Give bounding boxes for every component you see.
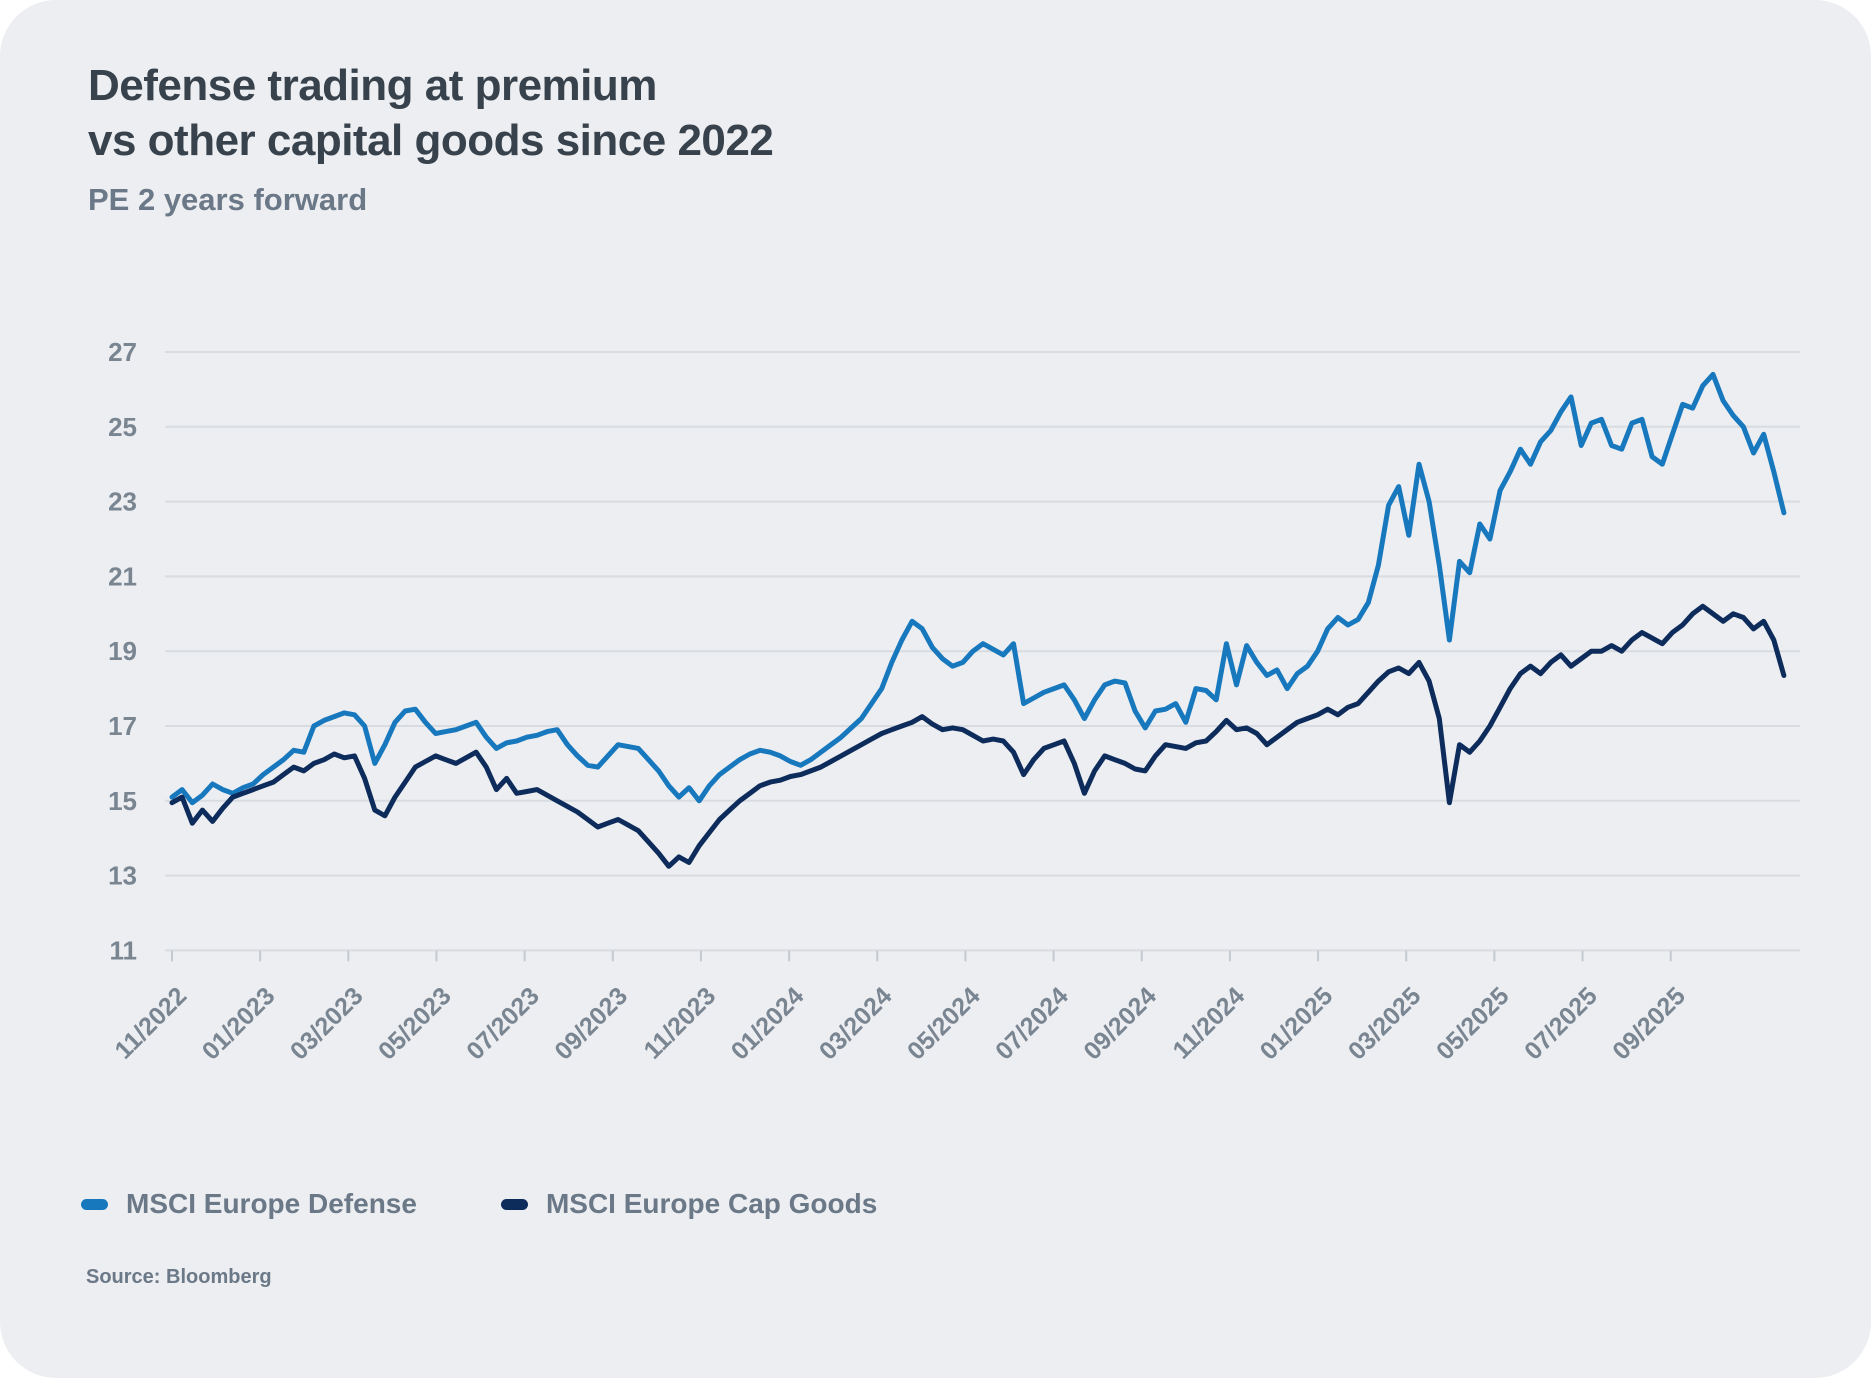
- legend-label-cap-goods: MSCI Europe Cap Goods: [545, 1188, 878, 1219]
- y-tick-label: 19: [108, 636, 137, 666]
- legend-item-cap-goods: MSCI Europe Cap Goods: [500, 1188, 878, 1220]
- x-tick-label: 03/2024: [814, 982, 898, 1066]
- x-tick-label: 01/2025: [1255, 982, 1339, 1066]
- x-tick-label: 03/2025: [1343, 982, 1427, 1066]
- x-tick-label: 05/2025: [1431, 982, 1515, 1066]
- cap-goods-series-line: [169, 603, 1787, 869]
- x-tick-label: 11/2023: [638, 982, 721, 1065]
- y-tick-label: 11: [110, 935, 138, 965]
- x-tick-label: 09/2025: [1607, 982, 1691, 1066]
- x-tick-label: 11/2022: [110, 982, 193, 1065]
- x-tick-label: 01/2023: [197, 982, 281, 1066]
- legend-label-defense: MSCI Europe Defense: [126, 1188, 417, 1219]
- x-tick-label: 05/2023: [373, 982, 457, 1066]
- y-tick-label: 27: [108, 337, 137, 367]
- x-tick-label: 07/2025: [1519, 982, 1603, 1066]
- x-tick-label: 03/2023: [285, 982, 369, 1066]
- x-tick-label: 07/2023: [461, 982, 545, 1066]
- chart-legend: MSCI Europe Defense MSCI Europe Cap Good…: [81, 1188, 877, 1220]
- defense-series-line: [169, 371, 1787, 806]
- y-tick-label: 21: [108, 561, 137, 591]
- x-tick-label: 07/2024: [990, 982, 1074, 1066]
- defense-line-swatch-icon: [81, 1198, 108, 1210]
- chart-title: Defense trading at premium vs other capi…: [88, 58, 774, 168]
- x-tick-label: 05/2024: [902, 982, 986, 1066]
- cap-goods-line-swatch-icon: [500, 1198, 528, 1210]
- y-tick-label: 23: [108, 487, 137, 517]
- x-tick-label: 09/2024: [1078, 982, 1162, 1066]
- y-tick-label: 15: [108, 786, 137, 816]
- chart-title-line1: Defense trading at premium: [88, 61, 657, 110]
- y-tick-label: 25: [108, 412, 137, 442]
- x-tick-label: 09/2023: [549, 982, 633, 1066]
- chart-title-line2: vs other capital goods since 2022: [88, 116, 774, 165]
- source-note: Source: Bloomberg: [86, 1266, 272, 1288]
- x-tick-label: 01/2024: [726, 982, 810, 1066]
- chart-subtitle: PE 2 years forward: [88, 182, 368, 217]
- y-tick-label: 13: [108, 861, 137, 891]
- y-tick-label: 17: [108, 711, 137, 741]
- legend-item-defense: MSCI Europe Defense: [81, 1188, 417, 1220]
- x-tick-label: 11/2024: [1167, 982, 1250, 1065]
